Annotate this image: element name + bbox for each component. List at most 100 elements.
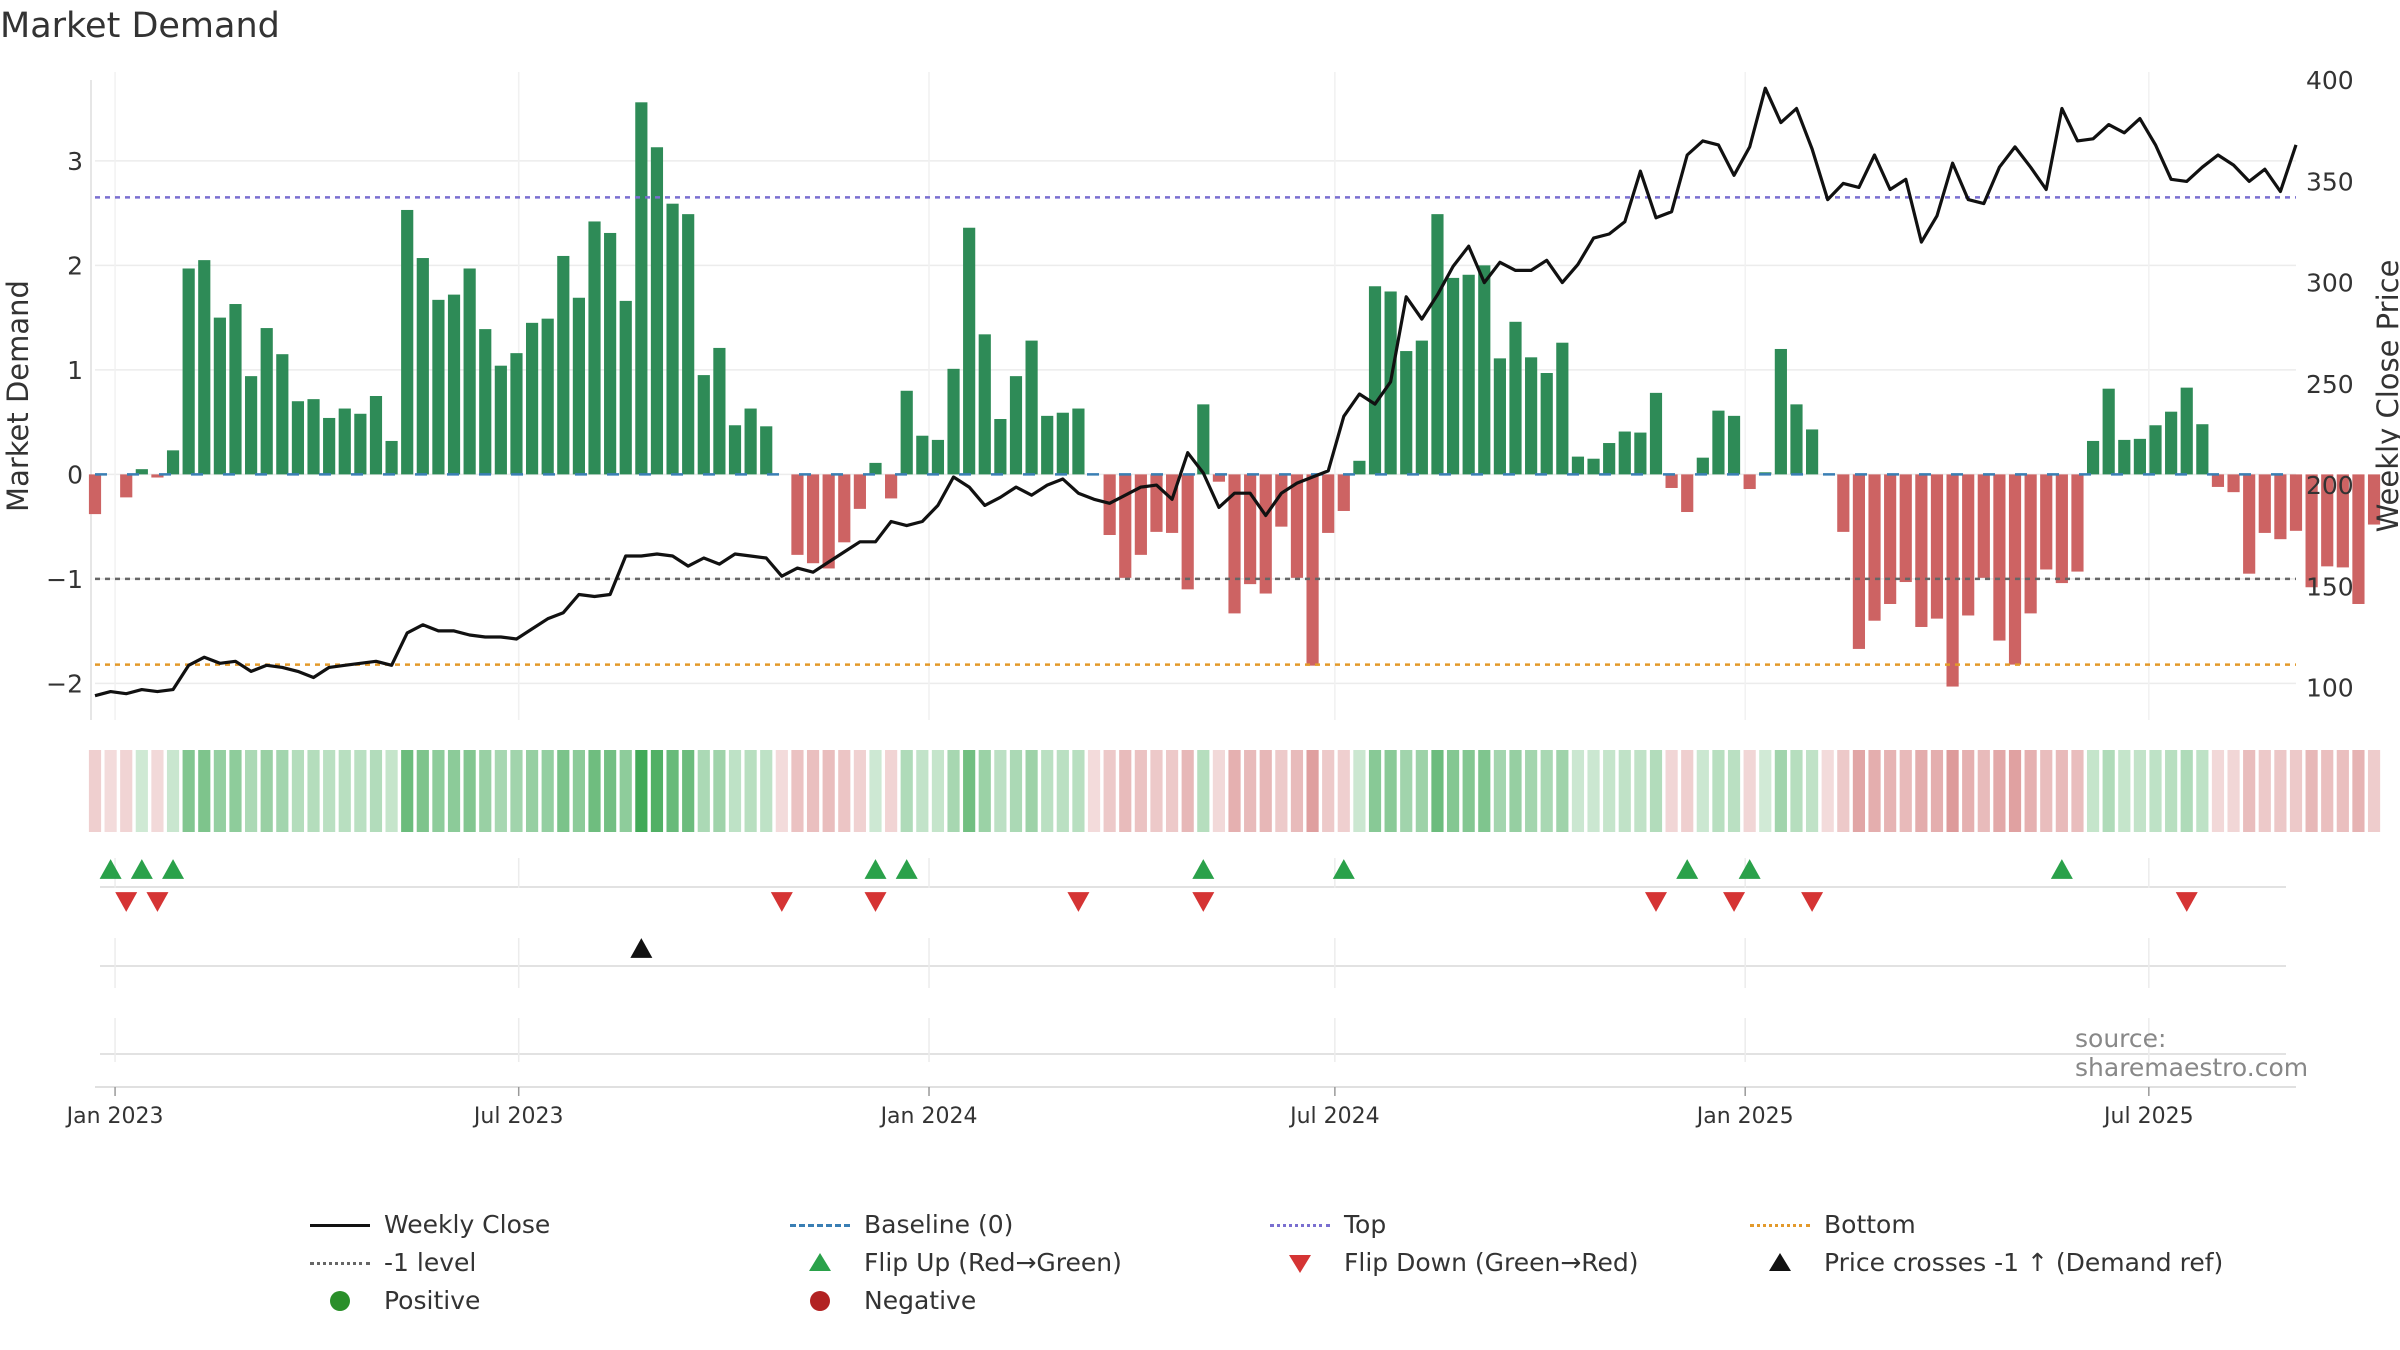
- y-tick-label: −2: [46, 669, 83, 698]
- heat-cell: [1915, 750, 1928, 832]
- demand-bar-positive: [1400, 351, 1413, 475]
- demand-bar-positive: [1806, 429, 1819, 475]
- legend-top-label: Top: [1344, 1210, 1387, 1239]
- y2-tick-label: 350: [2306, 167, 2354, 196]
- flip-down-marker: [115, 892, 138, 912]
- demand-bar-negative: [2008, 474, 2022, 665]
- demand-bar-positive: [1041, 415, 1054, 475]
- heat-cell: [1525, 750, 1538, 832]
- heat-cell: [323, 750, 336, 832]
- legend-flip-up: Flip Up (Red→Green): [790, 1248, 1122, 1277]
- heat-cell: [1806, 750, 1819, 832]
- heat-cell: [213, 750, 226, 832]
- heat-cell: [432, 750, 445, 832]
- demand-bar-positive: [1790, 404, 1803, 475]
- heat-cell: [416, 750, 429, 832]
- demand-bar-negative: [88, 474, 102, 515]
- heat-cell: [1727, 750, 1741, 832]
- heat-cell: [1259, 750, 1272, 832]
- heat-cell: [2118, 750, 2131, 832]
- demand-bar-positive: [713, 347, 726, 475]
- demand-bar-positive: [2118, 439, 2131, 475]
- heat-cell: [291, 750, 305, 832]
- heat-cell: [1774, 750, 1787, 832]
- heat-cell: [978, 750, 991, 832]
- demand-bar-negative: [806, 474, 820, 564]
- heat-cell: [1337, 750, 1350, 832]
- demand-bar-positive: [1603, 443, 1616, 475]
- heat-cell: [229, 750, 242, 832]
- demand-bar-positive: [1587, 458, 1600, 475]
- heat-cell: [760, 750, 773, 832]
- heat-cell: [479, 750, 492, 832]
- heat-cell: [2227, 750, 2240, 832]
- flip-down-marker: [146, 892, 169, 912]
- price-cross-marker: [630, 938, 653, 958]
- flip-up-marker: [1738, 859, 1761, 879]
- heat-cell: [791, 750, 804, 832]
- demand-bar-positive: [1556, 342, 1569, 475]
- heat-cell: [1025, 750, 1038, 832]
- demand-bar-positive: [931, 439, 945, 475]
- demand-bar-positive: [447, 294, 461, 475]
- heat-cell: [604, 750, 617, 832]
- heat-cell: [1103, 750, 1116, 832]
- heat-cell: [775, 750, 788, 832]
- demand-bar-positive: [416, 258, 429, 475]
- demand-bar-positive: [1368, 286, 1382, 475]
- heat-cell: [900, 750, 913, 832]
- demand-bar-positive: [619, 300, 632, 475]
- heat-cell: [2367, 750, 2381, 832]
- demand-bar-positive: [1197, 404, 1210, 475]
- x-tick-label: Jan 2025: [1695, 1104, 1794, 1129]
- demand-bar-positive: [1634, 432, 1647, 475]
- demand-bar-positive: [260, 328, 273, 475]
- y2-tick-label: 250: [2306, 370, 2354, 399]
- demand-bar-positive: [198, 260, 211, 475]
- heat-cell: [2055, 750, 2068, 832]
- heat-cell: [2258, 750, 2271, 832]
- heat-cell: [1306, 750, 1319, 832]
- legend-price-cross: Price crosses -1 ↑ (Demand ref): [1750, 1248, 2223, 1277]
- demand-bar-positive: [401, 209, 414, 475]
- x-tick-label: Jul 2023: [472, 1104, 564, 1129]
- demand-bar-positive: [1415, 340, 1428, 475]
- demand-bar-positive: [510, 353, 523, 475]
- heat-cell: [1868, 750, 1881, 832]
- demand-bar-negative: [1290, 474, 1304, 578]
- demand-bar-positive: [1696, 457, 1709, 475]
- demand-bar-positive: [338, 408, 351, 475]
- legend-positive-label: Positive: [384, 1286, 481, 1315]
- flip-up-marker: [130, 859, 153, 879]
- heat-cell: [1056, 750, 1069, 832]
- heat-cell: [713, 750, 726, 832]
- demand-bar-negative: [1915, 474, 1928, 627]
- heat-cell: [822, 750, 835, 832]
- heat-cell: [1431, 750, 1444, 832]
- demand-bar-positive: [1353, 460, 1366, 475]
- heat-cell: [1540, 750, 1553, 832]
- legend-minus1-label: -1 level: [384, 1248, 477, 1277]
- heat-cell: [2321, 750, 2334, 832]
- demand-bar-positive: [994, 418, 1007, 475]
- y2-axis-title: Weekly Close Price: [2371, 260, 2400, 533]
- heat-cell: [1290, 750, 1304, 832]
- demand-bar-negative: [1743, 474, 1756, 490]
- demand-bar-negative: [1899, 474, 1912, 583]
- demand-bar-positive: [323, 417, 336, 475]
- heat-cell: [588, 750, 601, 832]
- heat-cell: [885, 750, 898, 832]
- heat-cell: [697, 750, 710, 832]
- heat-cell: [1134, 750, 1147, 832]
- legend-weekly-close-label: Weekly Close: [384, 1210, 551, 1239]
- heat-cell: [2149, 750, 2162, 832]
- heat-cell: [2289, 750, 2303, 832]
- demand-bar-negative: [1322, 474, 1335, 533]
- positive-dot-icon: [330, 1290, 350, 1311]
- demand-bar-negative: [1962, 474, 1975, 616]
- heat-cell: [1228, 750, 1241, 832]
- heat-cell: [2102, 750, 2115, 832]
- flip-down-marker: [1644, 892, 1667, 912]
- heat-cell: [572, 750, 585, 832]
- heat-cell: [525, 750, 539, 832]
